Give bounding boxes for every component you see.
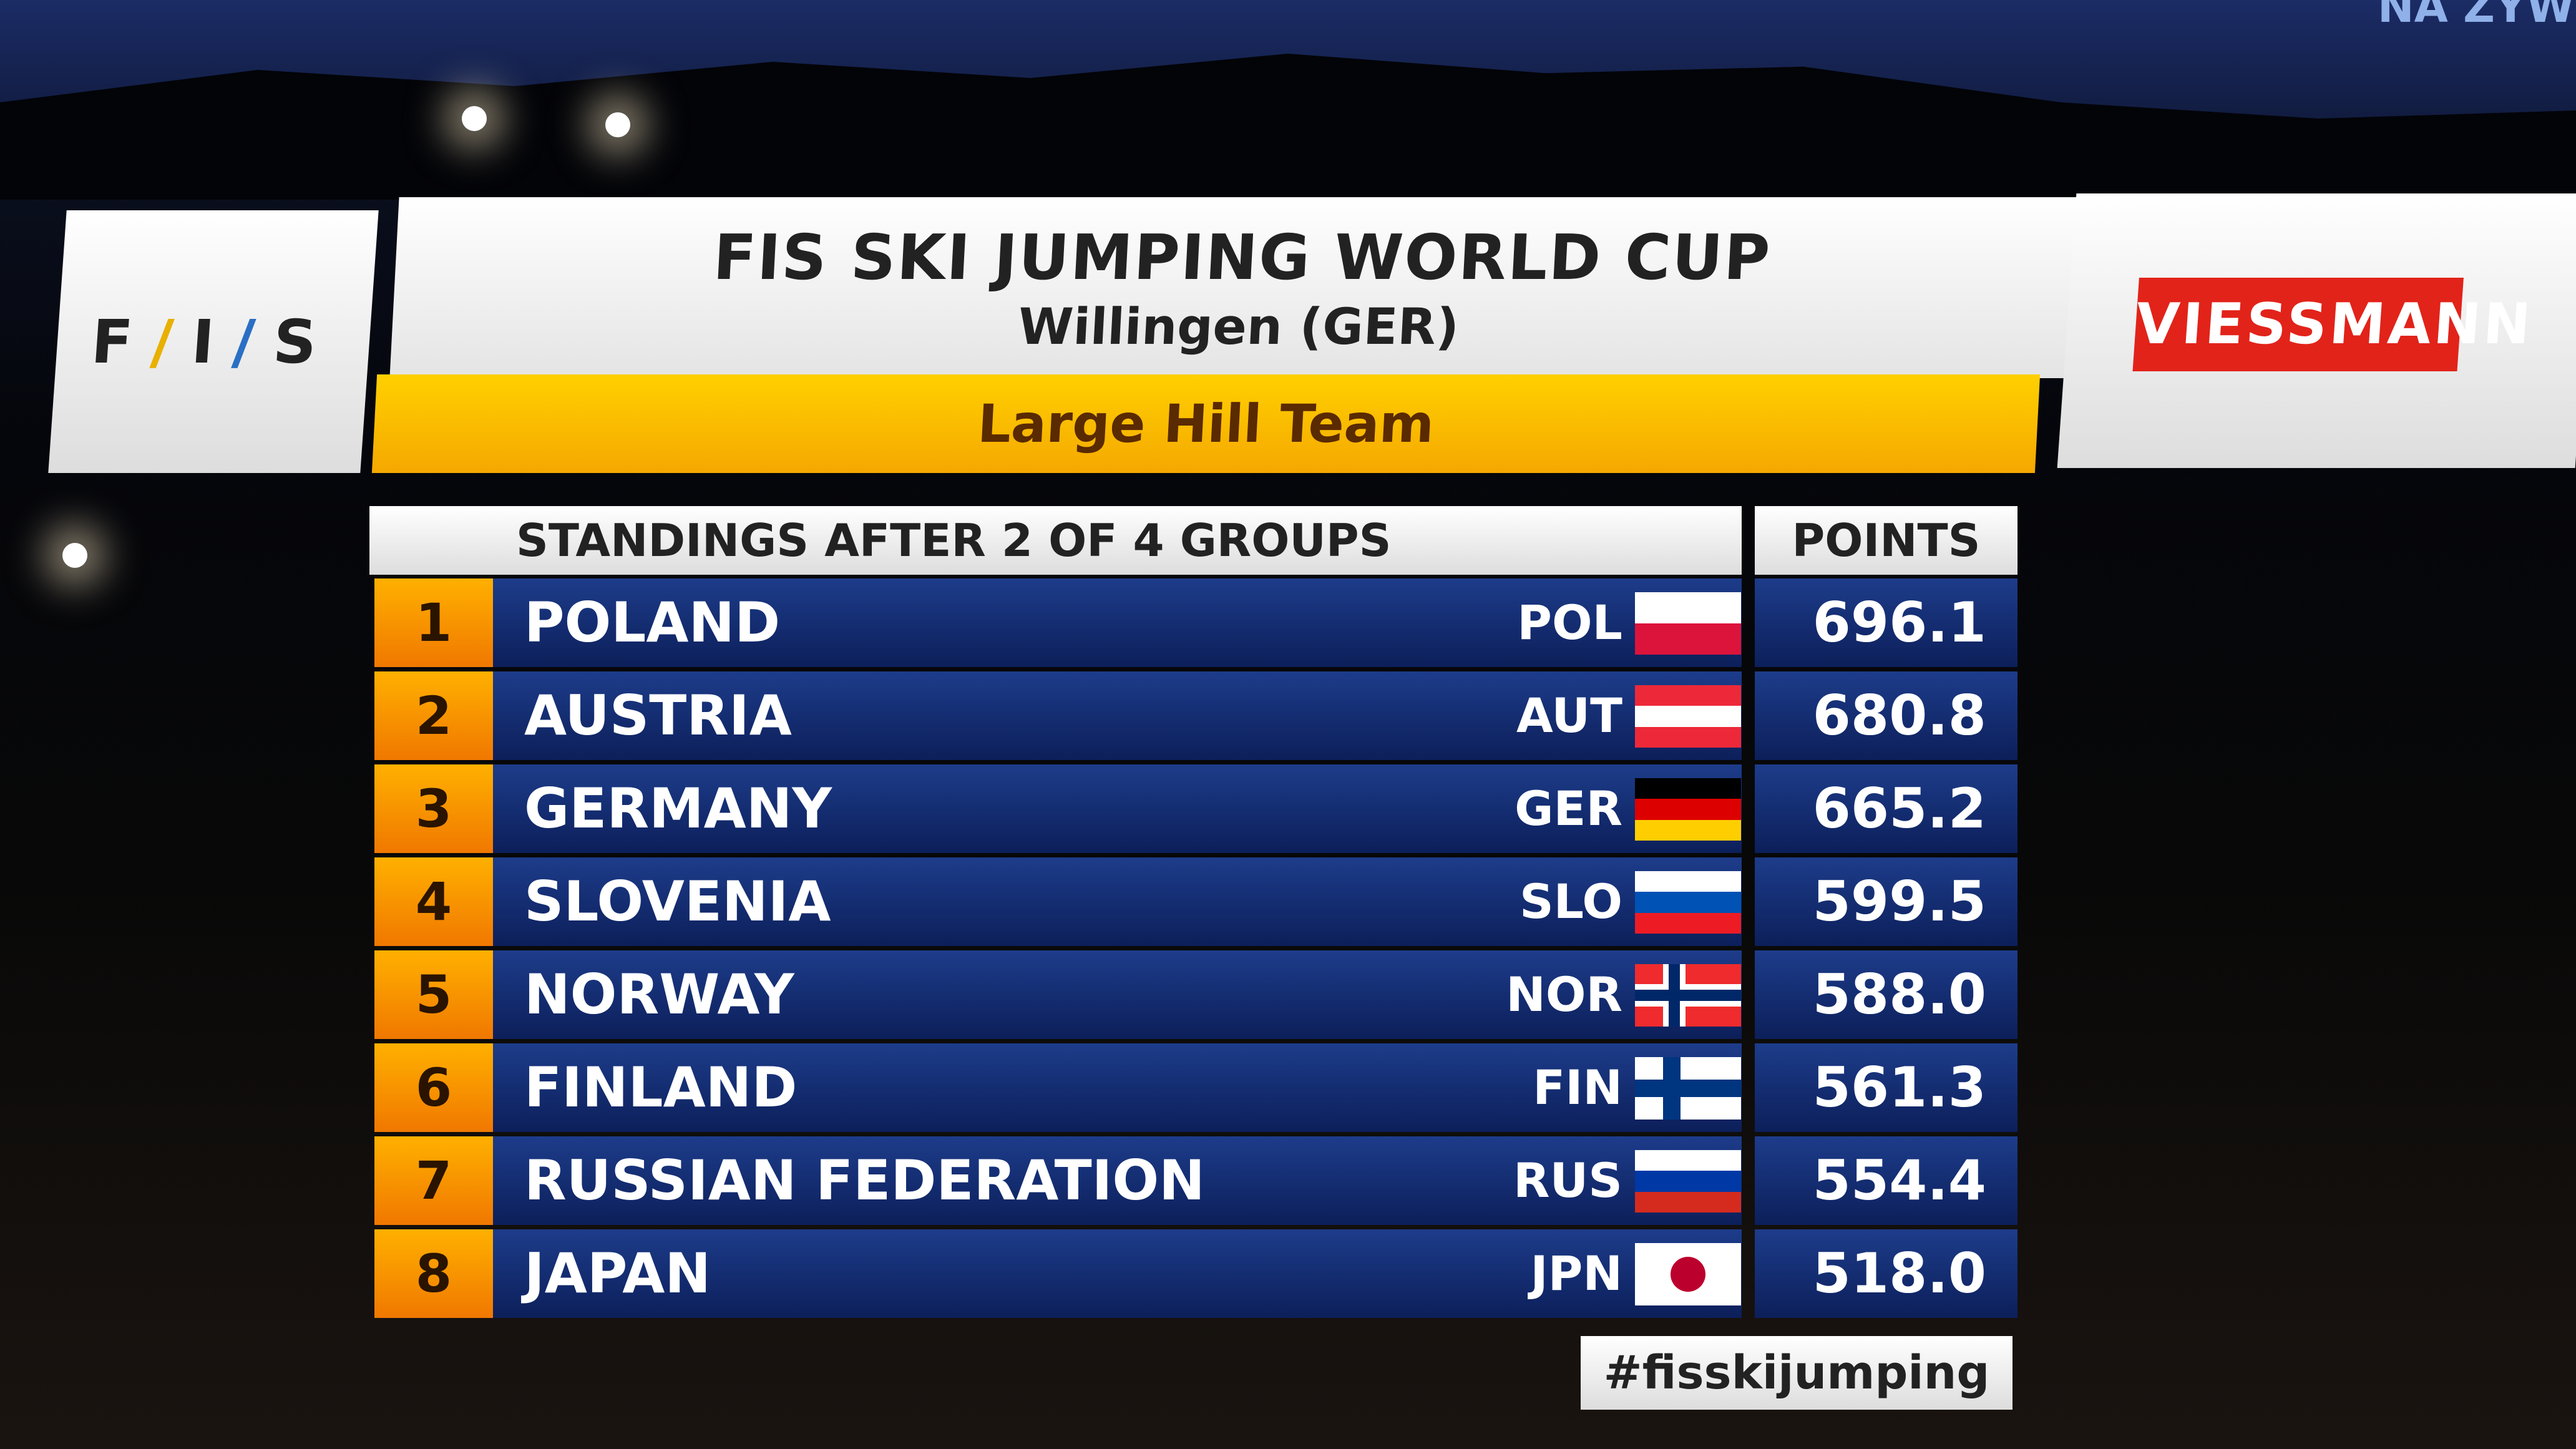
table-row: 8 JAPAN JPN 518.0 bbox=[374, 1229, 2017, 1318]
points: 665.2 bbox=[1755, 764, 2017, 853]
team-name: GERMANY bbox=[493, 764, 1742, 853]
rank: 1 bbox=[374, 578, 493, 667]
floodlight bbox=[62, 543, 87, 568]
points-header: POINTS bbox=[1755, 506, 2017, 575]
country-code: POL bbox=[1517, 595, 1622, 650]
team-name: AUSTRIA bbox=[493, 671, 1742, 760]
table-row: 2 AUSTRIA AUT 680.8 bbox=[374, 671, 2017, 760]
team-name: POLAND bbox=[493, 578, 1742, 667]
rank: 8 bbox=[374, 1229, 493, 1318]
country-code: RUS bbox=[1513, 1153, 1622, 1208]
title-panel: FIS SKI JUMPING WORLD CUP Willingen (GER… bbox=[389, 197, 2092, 378]
team-name: NORWAY bbox=[493, 950, 1742, 1039]
event-location: Willingen (GER) bbox=[1017, 298, 1461, 356]
country-code: NOR bbox=[1506, 967, 1622, 1022]
country-code: SLO bbox=[1519, 874, 1622, 929]
standings-header: STANDINGS AFTER 2 OF 4 GROUPS bbox=[369, 506, 1742, 575]
country-code: FIN bbox=[1533, 1060, 1622, 1115]
points: 680.8 bbox=[1755, 671, 2017, 760]
rank: 2 bbox=[374, 671, 493, 760]
competition-name: Large Hill Team bbox=[371, 374, 2041, 473]
ger-flag-icon bbox=[1635, 778, 1741, 841]
table-row: 3 GERMANY GER 665.2 bbox=[374, 764, 2017, 853]
points: 696.1 bbox=[1755, 578, 2017, 667]
nor-flag-icon bbox=[1635, 964, 1741, 1027]
rank: 5 bbox=[374, 950, 493, 1039]
rus-flag-icon bbox=[1635, 1150, 1741, 1212]
country-code: AUT bbox=[1516, 688, 1622, 743]
pol-flag-icon bbox=[1635, 592, 1741, 655]
floodlight bbox=[462, 106, 487, 131]
table-row: 1 POLAND POL 696.1 bbox=[374, 578, 2017, 667]
rank: 4 bbox=[374, 857, 493, 946]
rank: 6 bbox=[374, 1043, 493, 1132]
sponsor-logo: VIESSMANN bbox=[2057, 193, 2576, 468]
table-row: 5 NORWAY NOR 588.0 bbox=[374, 950, 2017, 1039]
table-row: 7 RUSSIAN FEDERATION RUS 554.4 bbox=[374, 1136, 2017, 1225]
points: 599.5 bbox=[1755, 857, 2017, 946]
viessmann-logo: VIESSMANN bbox=[2132, 278, 2535, 371]
table-row: 6 FINLAND FIN 561.3 bbox=[374, 1043, 2017, 1132]
event-title: FIS SKI JUMPING WORLD CUP bbox=[711, 221, 1773, 294]
rank: 7 bbox=[374, 1136, 493, 1225]
points: 554.4 bbox=[1755, 1136, 2017, 1225]
live-indicator: NA ŻYWO bbox=[2378, 0, 2576, 32]
fin-flag-icon bbox=[1635, 1057, 1741, 1120]
points: 561.3 bbox=[1755, 1043, 2017, 1132]
jpn-flag-icon bbox=[1635, 1243, 1741, 1305]
aut-flag-icon bbox=[1635, 685, 1741, 748]
rank: 3 bbox=[374, 764, 493, 853]
points: 518.0 bbox=[1755, 1229, 2017, 1318]
country-code: GER bbox=[1515, 781, 1622, 836]
fis-logo: F/I/S bbox=[48, 210, 379, 473]
team-name: RUSSIAN FEDERATION bbox=[493, 1136, 1742, 1225]
team-name: JAPAN bbox=[493, 1229, 1742, 1318]
floodlight bbox=[605, 112, 630, 137]
team-name: FINLAND bbox=[493, 1043, 1742, 1132]
team-name: SLOVENIA bbox=[493, 857, 1742, 946]
slo-flag-icon bbox=[1635, 871, 1741, 934]
country-code: JPN bbox=[1530, 1246, 1622, 1301]
hashtag: #fisskijumping bbox=[1581, 1336, 2012, 1410]
table-row: 4 SLOVENIA SLO 599.5 bbox=[374, 857, 2017, 946]
points: 588.0 bbox=[1755, 950, 2017, 1039]
